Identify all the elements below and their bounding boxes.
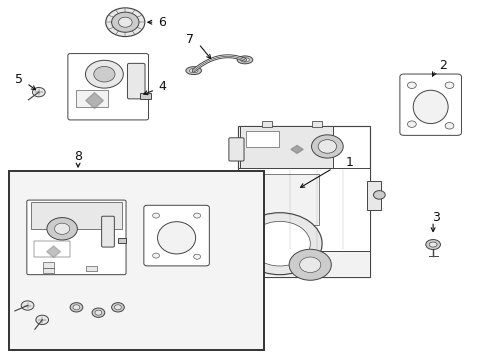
Ellipse shape	[429, 242, 437, 247]
Text: 1: 1	[346, 156, 354, 169]
Circle shape	[153, 253, 159, 258]
Circle shape	[153, 213, 159, 218]
Bar	[246, 131, 279, 147]
Circle shape	[85, 60, 123, 88]
Circle shape	[92, 308, 105, 318]
Circle shape	[445, 123, 454, 129]
Bar	[86, 266, 97, 271]
Circle shape	[70, 303, 83, 312]
Circle shape	[408, 82, 416, 89]
Circle shape	[300, 257, 321, 273]
Ellipse shape	[158, 222, 196, 254]
FancyBboxPatch shape	[238, 126, 369, 277]
Ellipse shape	[186, 67, 201, 75]
Text: 3: 3	[432, 211, 440, 224]
Text: 6: 6	[158, 16, 166, 29]
Bar	[9, 171, 264, 350]
Circle shape	[194, 213, 200, 218]
Circle shape	[21, 301, 34, 310]
Circle shape	[119, 17, 132, 27]
Bar	[240, 126, 333, 168]
Bar	[31, 202, 122, 229]
Polygon shape	[291, 145, 303, 153]
Ellipse shape	[237, 56, 253, 64]
Circle shape	[243, 223, 250, 229]
Bar	[367, 181, 381, 210]
Polygon shape	[47, 246, 60, 257]
Bar	[119, 238, 126, 243]
Bar	[33, 241, 70, 257]
FancyBboxPatch shape	[127, 63, 145, 99]
Ellipse shape	[426, 239, 441, 249]
Bar	[312, 121, 322, 127]
Circle shape	[408, 121, 416, 127]
Circle shape	[106, 8, 145, 37]
Ellipse shape	[241, 58, 249, 62]
Circle shape	[112, 303, 124, 312]
Text: 2: 2	[439, 59, 447, 72]
Bar	[238, 168, 369, 251]
Circle shape	[54, 223, 70, 234]
FancyBboxPatch shape	[229, 138, 244, 161]
FancyBboxPatch shape	[144, 205, 209, 266]
Text: 4: 4	[159, 80, 167, 93]
Circle shape	[318, 140, 337, 153]
Circle shape	[373, 190, 385, 199]
FancyBboxPatch shape	[101, 216, 114, 247]
Circle shape	[194, 254, 200, 259]
Text: 5: 5	[15, 73, 23, 86]
Bar	[238, 251, 369, 277]
Bar	[43, 262, 54, 267]
Circle shape	[112, 12, 139, 32]
Circle shape	[94, 67, 115, 82]
Bar	[140, 93, 151, 99]
Polygon shape	[86, 93, 103, 108]
FancyBboxPatch shape	[27, 200, 126, 275]
Circle shape	[249, 221, 310, 266]
Bar	[246, 174, 319, 225]
Text: 7: 7	[186, 32, 194, 46]
Circle shape	[95, 310, 102, 315]
Circle shape	[47, 217, 77, 240]
FancyBboxPatch shape	[68, 54, 148, 120]
Ellipse shape	[189, 68, 198, 73]
Circle shape	[115, 305, 122, 310]
Circle shape	[32, 87, 45, 97]
Bar	[43, 268, 54, 273]
FancyBboxPatch shape	[400, 74, 462, 135]
Circle shape	[289, 249, 331, 280]
Bar	[262, 121, 271, 127]
Text: 8: 8	[74, 150, 82, 163]
Circle shape	[243, 259, 250, 265]
Circle shape	[73, 305, 80, 310]
Circle shape	[36, 315, 49, 324]
Circle shape	[312, 135, 343, 158]
Circle shape	[445, 82, 454, 89]
Bar	[76, 90, 108, 108]
Circle shape	[238, 213, 322, 275]
Ellipse shape	[413, 90, 448, 123]
